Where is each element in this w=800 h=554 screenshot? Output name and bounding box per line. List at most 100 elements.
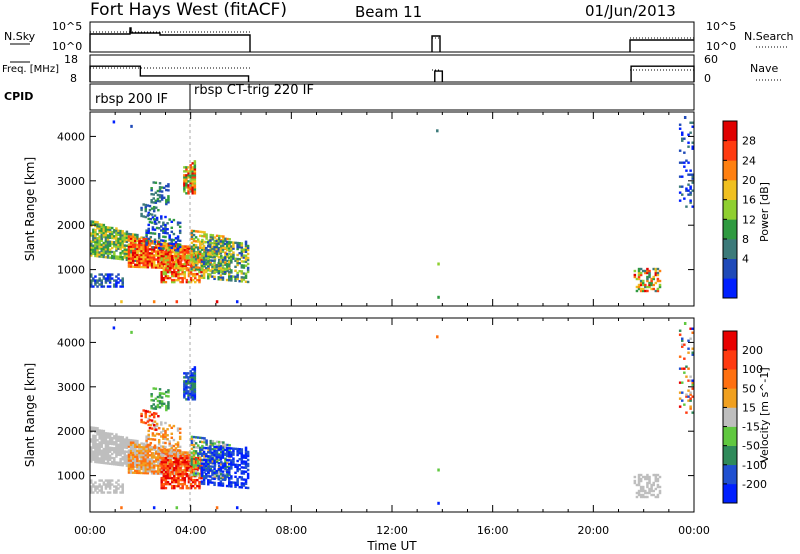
velocity-cell xyxy=(127,459,131,462)
velocity-cell xyxy=(639,493,643,497)
power-cell xyxy=(200,276,204,279)
velocity-cell xyxy=(146,466,150,469)
velocity-cell xyxy=(193,368,197,371)
velocity-cell xyxy=(232,447,235,450)
power-cell xyxy=(134,241,137,244)
power-cell xyxy=(183,180,186,183)
velocity-cell xyxy=(194,478,197,482)
power-cell xyxy=(215,270,219,273)
power-cell xyxy=(205,237,208,240)
velocity-cell xyxy=(194,460,197,464)
velocity-cell xyxy=(98,449,101,452)
velocity-cell xyxy=(223,462,227,466)
power-cell xyxy=(213,253,216,257)
power-cell xyxy=(644,285,647,289)
velocity-cell xyxy=(194,466,198,469)
velocity-cell xyxy=(166,438,169,441)
power-cell xyxy=(131,251,135,254)
power-cell xyxy=(658,279,662,283)
power-cell xyxy=(240,264,244,267)
velocity-cell xyxy=(150,419,154,422)
power-cell xyxy=(98,247,101,250)
velocity-cell xyxy=(639,487,643,491)
y-tick-label: 4000 xyxy=(57,336,85,349)
power-cell xyxy=(175,258,178,262)
velocity-cell xyxy=(92,454,95,457)
power-cell xyxy=(183,274,187,278)
velocity-cell xyxy=(232,459,235,462)
power-cell xyxy=(150,256,154,259)
velocity-cell xyxy=(134,443,137,447)
velocity-cell xyxy=(190,455,194,459)
power-cell xyxy=(94,275,97,278)
velocity-cell xyxy=(150,456,154,459)
velocity-cell xyxy=(680,391,684,394)
power-cell xyxy=(193,192,197,195)
velocity-cell xyxy=(194,458,198,461)
velocity-cell xyxy=(90,426,93,429)
power-cell xyxy=(92,246,95,249)
velocity-cell xyxy=(117,463,120,466)
velocity-cell xyxy=(166,428,169,431)
velocity-cell xyxy=(106,442,110,445)
velocity-cell xyxy=(189,386,192,389)
power-cell xyxy=(236,245,239,249)
velocity-cell xyxy=(163,448,166,452)
power-cell xyxy=(185,170,188,173)
power-cell xyxy=(246,270,250,274)
velocity-cell xyxy=(144,411,148,415)
power-cell xyxy=(234,279,237,282)
power-cell xyxy=(152,205,156,209)
power-cell xyxy=(177,278,180,282)
power-cell xyxy=(94,236,97,240)
velocity-cell xyxy=(94,460,97,464)
power-cell xyxy=(121,281,124,284)
power-cell xyxy=(140,242,143,245)
velocity-cell xyxy=(152,470,156,473)
velocity-cell xyxy=(187,398,190,401)
y-tick-label: 3000 xyxy=(57,175,85,188)
power-cell xyxy=(170,254,174,258)
power-cell xyxy=(108,234,112,237)
velocity-cell xyxy=(191,388,195,391)
velocity-cell xyxy=(230,465,233,468)
power-cell xyxy=(108,279,112,282)
velocity-cell xyxy=(641,485,645,489)
velocity-cell xyxy=(169,460,173,464)
power-cell xyxy=(113,283,116,286)
power-cell xyxy=(178,231,182,235)
velocity-cell xyxy=(138,469,141,473)
velocity-cell xyxy=(207,449,210,453)
velocity-cell xyxy=(140,463,143,467)
velocity-cell xyxy=(656,477,660,481)
velocity-cell xyxy=(120,506,123,510)
velocity-cell xyxy=(639,495,643,499)
power-cell xyxy=(185,250,189,254)
velocity-cell xyxy=(106,460,110,463)
velocity-cell xyxy=(191,374,195,377)
power-cell xyxy=(144,207,148,211)
power-cell xyxy=(246,252,250,256)
power-cell xyxy=(168,218,171,221)
velocity-cell xyxy=(188,465,192,468)
velocity-cell xyxy=(98,489,101,492)
velocity-cell xyxy=(170,478,174,482)
velocity-cell xyxy=(224,457,227,460)
velocity-cell xyxy=(173,462,177,466)
power-cell xyxy=(648,273,651,277)
power-cell xyxy=(202,262,206,266)
velocity-cell xyxy=(192,469,196,473)
power-cell xyxy=(162,235,165,238)
power-cell xyxy=(147,211,150,215)
power-cell xyxy=(98,227,101,230)
power-cell xyxy=(678,199,682,202)
freq-tick-bottom: 8 xyxy=(70,72,77,85)
velocity-cell xyxy=(157,472,160,475)
velocity-cell xyxy=(193,390,197,393)
velocity-cell xyxy=(215,506,219,510)
date-label: 01/Jun/2013 xyxy=(585,2,676,20)
velocity-cell xyxy=(164,441,167,445)
velocity-cell xyxy=(203,441,206,444)
velocity-cell xyxy=(142,451,145,455)
velocity-cell xyxy=(106,436,110,439)
